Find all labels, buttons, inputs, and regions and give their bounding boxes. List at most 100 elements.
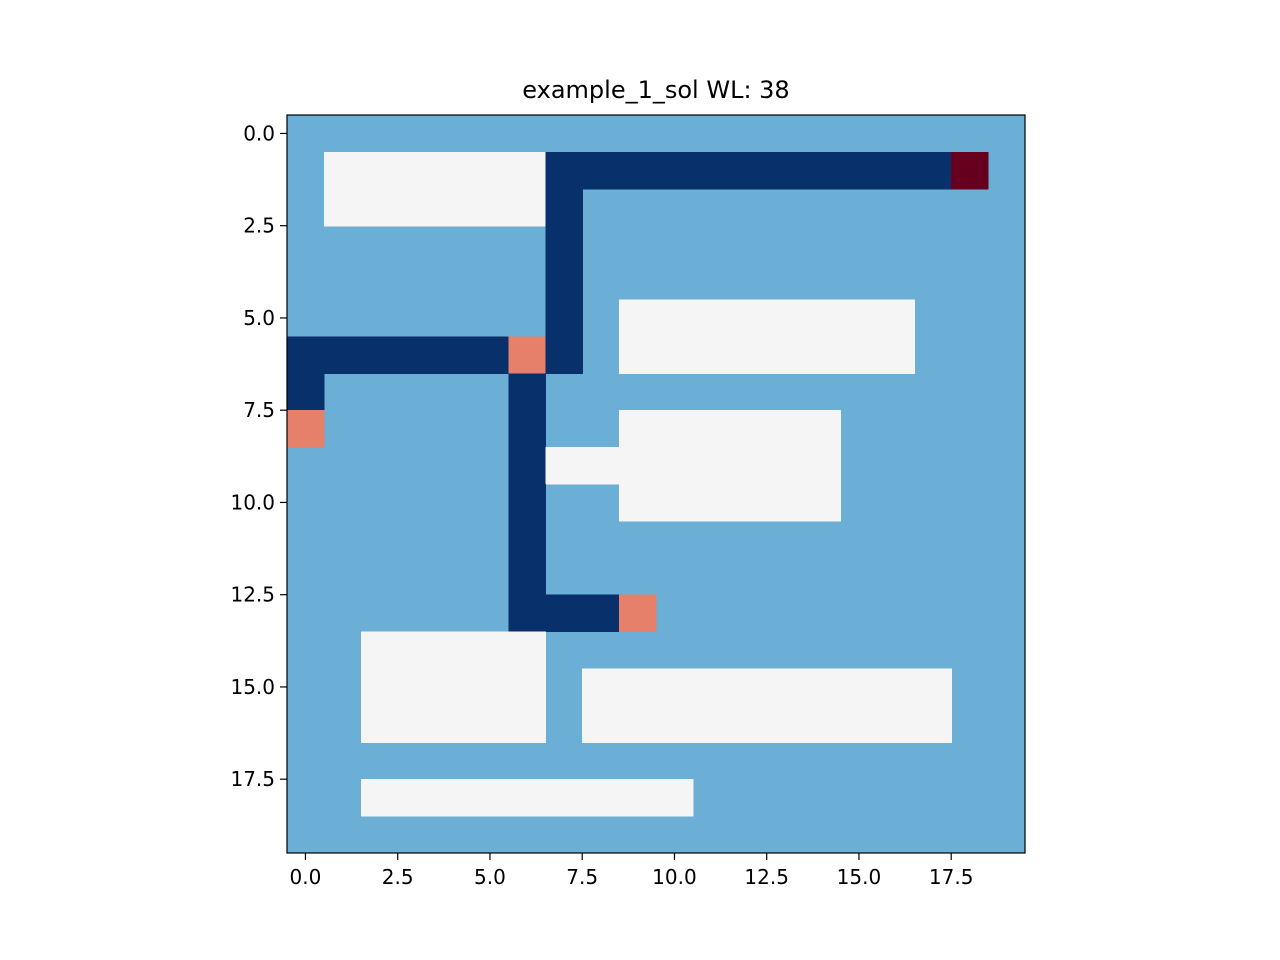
heatmap-cell-obstacle [766,484,805,522]
heatmap-cell-obstacle [434,151,473,190]
heatmap-cell-obstacle [397,779,436,817]
heatmap-cell-obstacle [840,336,878,374]
y-tick-label: 7.5 [243,398,275,422]
heatmap-cell-obstacle [692,447,731,485]
heatmap-cell-obstacle [914,668,952,706]
heatmap-cell-obstacle [545,447,583,485]
heatmap-cell-obstacle [508,668,546,706]
heatmap-cell-obstacle [729,484,768,522]
y-tick-label: 12.5 [230,583,275,607]
heatmap-cell-route [545,188,583,227]
x-tick-label: 7.5 [566,865,598,889]
x-tick-label: 0.0 [290,865,322,889]
x-tick-label: 17.5 [929,865,974,889]
heatmap-cell-route [545,262,583,301]
heatmap-cell-route [508,373,546,411]
heatmap-cell-route [545,151,583,190]
heatmap-cell-obstacle [434,779,473,817]
heatmap-cell-obstacle [397,188,436,227]
heatmap-cell-obstacle [656,484,694,522]
heatmap-cell-source [951,151,989,190]
heatmap-cell-route [692,151,731,190]
heatmap-cell-obstacle [508,151,546,190]
heatmap-cell-obstacle [766,668,805,706]
heatmap-cell-route [508,447,546,485]
heatmap-cell-obstacle [582,779,620,817]
heatmap-cell-obstacle [692,410,731,448]
heatmap-cell-obstacle [360,705,399,743]
x-tick-label: 10.0 [652,865,697,889]
heatmap-cell-obstacle [360,668,399,706]
heatmap-cell-obstacle [803,336,842,374]
heatmap-cell-obstacle [803,299,842,337]
heatmap-cell-obstacle [692,299,731,337]
heatmap-cell-route [766,151,805,190]
heatmap-cell-route [545,225,583,264]
heatmap-cell-obstacle [766,705,805,743]
heatmap-cell-route [323,336,362,374]
heatmap-cell-obstacle [619,299,657,337]
heatmap-cell-route [656,151,694,190]
heatmap-cell-obstacle [471,705,509,743]
heatmap-cell-obstacle [619,410,657,448]
heatmap-cell-obstacle [877,705,915,743]
heatmap-cell-obstacle [729,447,768,485]
heatmap-cell-obstacle [877,299,915,337]
heatmap-cell-pin [287,410,325,448]
heatmap-cell-obstacle [471,151,509,190]
heatmap-cell-obstacle [434,631,473,670]
heatmap-cell-obstacle [656,299,694,337]
heatmap-cell-route [619,151,657,190]
heatmap-cell-obstacle [397,705,436,743]
heatmap-cell-obstacle [434,705,473,743]
y-tick-label: 0.0 [243,121,275,145]
heatmap-cell-route [360,336,399,374]
heatmap-cell-obstacle [729,299,768,337]
x-tick-label: 15.0 [837,865,882,889]
heatmap-cell-obstacle [619,484,657,522]
heatmap-cell-obstacle [877,336,915,374]
heatmap-cell-obstacle [471,668,509,706]
y-tick-label: 15.0 [230,675,275,699]
heatmap-cell-obstacle [360,779,399,817]
heatmap-cell-obstacle [803,668,842,706]
heatmap-cell-obstacle [397,631,436,670]
heatmap-cell-obstacle [508,705,546,743]
heatmap-cell-obstacle [619,779,657,817]
heatmap-cell-obstacle [471,631,509,670]
axes: 0.0 2.5 5.0 7.5 10.0 12.5 15.0 17.5 0.0 2.5 5.0 7.5… [230,114,1026,889]
heatmap-cell-obstacle [692,668,731,706]
heatmap-cell-obstacle [471,188,509,227]
y-tick-label: 10.0 [230,490,275,514]
heatmap-cell-route [508,484,546,522]
heatmap-cell-obstacle [656,705,694,743]
heatmap-cell-obstacle [692,705,731,743]
heatmap-cell-route [508,594,546,633]
heatmap-cell-route [471,336,509,374]
heatmap-cell-route [397,336,436,374]
heatmap-cell-route [508,410,546,448]
heatmap-cell-obstacle [619,705,657,743]
heatmap-cell-obstacle [582,705,620,743]
y-tick-label: 2.5 [243,214,275,238]
heatmap-cell-obstacle [508,631,546,670]
heatmap-cell-obstacle [508,779,546,817]
heatmap-cell-obstacle [729,705,768,743]
heatmap-cell-obstacle [323,188,362,227]
heatmap-cell-route [582,151,620,190]
heatmap-cell-obstacle [766,336,805,374]
heatmap-cell-obstacle [471,779,509,817]
heatmap-cell-obstacle [323,151,362,190]
heatmap-cell-obstacle [545,779,583,817]
heatmap-cell-obstacle [360,151,399,190]
heatmap-cell-route [434,336,473,374]
heatmap-cell-route [729,151,768,190]
heatmap-cell-obstacle [840,299,878,337]
heatmap-cell-obstacle [619,447,657,485]
heatmap-cell-obstacle [508,188,546,227]
heatmap-cell-obstacle [877,668,915,706]
heatmap-cell-obstacle [840,705,878,743]
heatmap-cell-obstacle [397,151,436,190]
heatmap-cell-obstacle [619,668,657,706]
